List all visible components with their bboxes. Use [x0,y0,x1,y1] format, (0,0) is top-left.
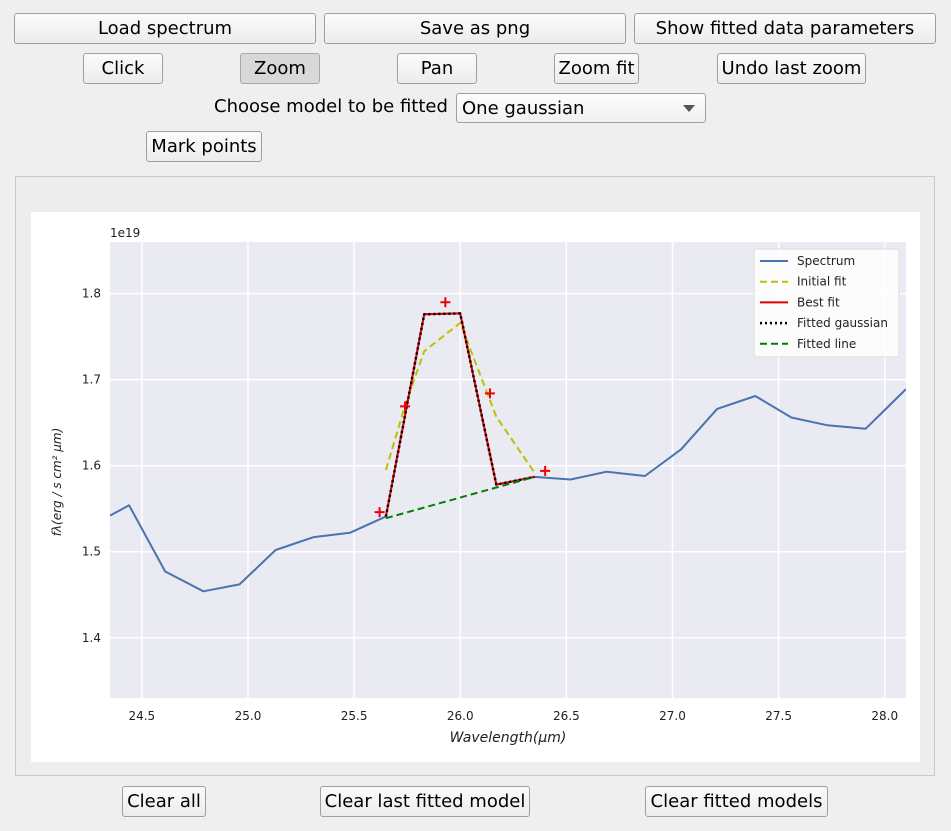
show-fitted-parameters-button[interactable]: Show fitted data parameters [634,13,936,44]
x-axis-label: Wavelength(μm) [450,730,567,746]
y-tick-label: 1.7 [82,373,101,387]
y-offset-label: 1e19 [110,226,140,240]
y-tick-label: 1.4 [82,631,101,645]
y-tick-label: 1.5 [82,545,101,559]
click-mode-button[interactable]: Click [83,53,163,84]
save-png-button[interactable]: Save as png [324,13,626,44]
clear-last-fitted-model-button[interactable]: Clear last fitted model [320,786,530,817]
legend-label: Initial fit [797,275,847,289]
model-chooser-label: Choose model to be fitted [214,96,448,117]
legend-label: Spectrum [797,254,855,268]
legend-label: Best fit [797,295,840,309]
clear-all-button[interactable]: Clear all [122,786,206,817]
marked-point [374,507,385,518]
legend-box [753,248,900,358]
undo-last-zoom-button[interactable]: Undo last zoom [717,53,866,84]
zoom-fit-button[interactable]: Zoom fit [554,53,639,84]
plot-canvas[interactable]: 24.5 25.0 25.5 26.0 26.5 27.0 27.5 28.0 1.4 1.5 1.… [31,212,920,762]
spectrum-chart[interactable]: 24.5 25.0 25.5 26.0 26.5 27.0 27.5 28.0 1.4 1.5 1.… [31,212,920,762]
marked-point [440,297,451,308]
x-tick-label: 25.0 [235,709,262,723]
x-tick-label: 24.5 [128,709,155,723]
x-tick-label: 26.5 [553,709,580,723]
mark-points-button[interactable]: Mark points [146,131,262,162]
chevron-down-icon [683,105,695,112]
y-axis-label: fλ(erg / s cm² μm) [50,428,64,537]
legend-label: Fitted line [797,337,856,351]
marked-point [484,388,495,399]
model-select[interactable]: One gaussian [456,93,706,123]
series-group [110,297,906,593]
series-line-fitted-line [385,475,535,520]
x-tick-label: 25.5 [341,709,368,723]
marked-point [540,465,551,476]
clear-fitted-models-button[interactable]: Clear fitted models [645,786,828,817]
model-select-value: One gaussian [462,97,585,119]
y-tick-label: 1.8 [82,287,101,301]
y-tick-label: 1.6 [82,459,101,473]
series-line-initial-fit [384,321,536,474]
x-tick-label: 28.0 [871,709,898,723]
load-spectrum-button[interactable]: Load spectrum [14,13,316,44]
x-tick-label: 27.0 [659,709,686,723]
x-tick-label: 26.0 [447,709,474,723]
x-tick-label: 27.5 [765,709,792,723]
pan-mode-button[interactable]: Pan [397,53,477,84]
legend-label: Fitted gaussian [797,316,888,330]
series-line-fitted-gaussian [384,312,535,517]
marked-point [400,401,411,412]
zoom-mode-button[interactable]: Zoom [240,53,320,84]
